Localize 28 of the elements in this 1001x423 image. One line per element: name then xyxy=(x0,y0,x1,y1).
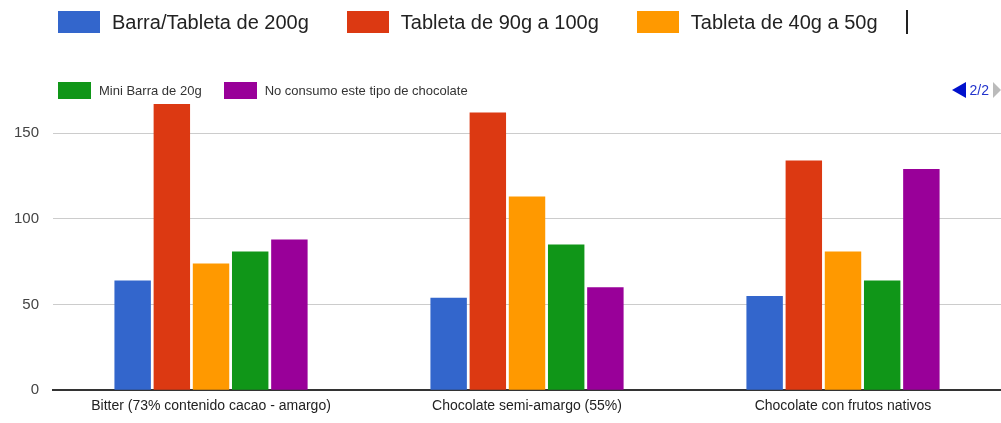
y-tick-label: 150 xyxy=(14,123,40,141)
bar xyxy=(430,297,467,390)
bar xyxy=(469,112,507,390)
bar xyxy=(114,280,151,390)
legend-label: Barra/Tableta de 200g xyxy=(112,10,309,34)
bar xyxy=(863,280,901,390)
y-tick-label: 50 xyxy=(22,294,40,312)
bar xyxy=(785,160,823,390)
x-tick-label: Bitter (73% contenido cacao - amargo) xyxy=(91,397,331,414)
bar xyxy=(547,244,585,390)
y-tick-label: 0 xyxy=(30,380,40,398)
legend-label: Tableta de 40g a 50g xyxy=(690,10,878,34)
bar xyxy=(746,295,783,390)
bar xyxy=(192,263,230,390)
bar xyxy=(271,239,308,390)
x-tick-label: Chocolate semi-amargo (55%) xyxy=(432,397,622,414)
legend-label: Tableta de 90g a 100g xyxy=(400,10,599,34)
text: 2/2 xyxy=(969,82,989,98)
y-tick-label: 100 xyxy=(14,208,40,226)
bar xyxy=(508,196,546,390)
bar xyxy=(587,287,624,390)
x-tick-label: Chocolate con frutos nativos xyxy=(754,397,932,414)
bar xyxy=(824,251,862,390)
bar xyxy=(231,251,269,390)
bar xyxy=(903,169,940,390)
legend-label: No consumo este tipo de chocolate xyxy=(264,83,468,98)
legend-label: Mini Barra de 20g xyxy=(99,83,202,98)
bar xyxy=(153,104,191,390)
